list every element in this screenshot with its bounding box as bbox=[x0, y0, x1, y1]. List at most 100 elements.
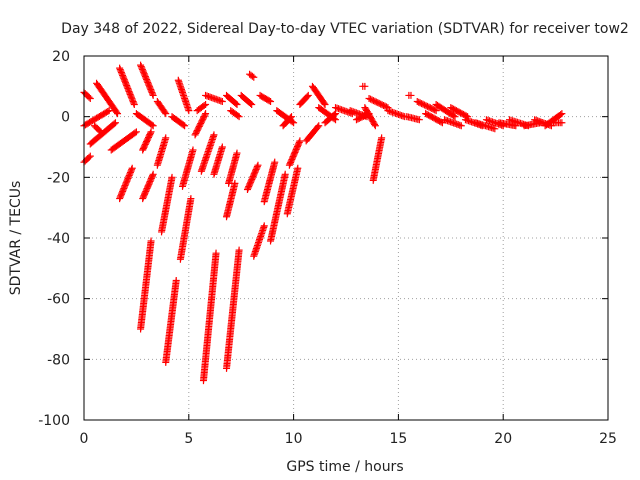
satellite-track bbox=[321, 110, 340, 127]
data-point bbox=[168, 173, 176, 181]
data-point bbox=[149, 172, 157, 180]
data-point bbox=[231, 179, 239, 187]
data-point bbox=[218, 98, 226, 105]
data-point bbox=[290, 119, 298, 127]
data-point bbox=[295, 138, 303, 146]
data-point bbox=[247, 100, 255, 108]
data-points bbox=[80, 61, 566, 385]
data-point bbox=[265, 97, 273, 105]
data-point bbox=[202, 101, 210, 109]
satellite-track bbox=[285, 137, 304, 169]
y-tick-label: 0 bbox=[61, 110, 70, 126]
data-point bbox=[149, 91, 157, 99]
satellite-track bbox=[107, 128, 140, 154]
data-point bbox=[147, 128, 155, 136]
data-point bbox=[558, 110, 566, 118]
data-point bbox=[450, 112, 458, 120]
data-point bbox=[114, 110, 122, 118]
data-point bbox=[451, 113, 459, 121]
satellite-track bbox=[279, 113, 296, 130]
data-point bbox=[146, 129, 154, 137]
y-tick-label: -80 bbox=[47, 352, 70, 368]
satellite-track bbox=[80, 107, 113, 130]
data-point bbox=[97, 128, 105, 136]
data-point bbox=[315, 122, 323, 130]
data-point bbox=[432, 107, 440, 115]
x-tick-label: 5 bbox=[184, 431, 193, 447]
satellite-track bbox=[308, 82, 329, 109]
data-point bbox=[189, 146, 197, 154]
data-point bbox=[321, 101, 329, 109]
data-point bbox=[320, 99, 328, 107]
data-point bbox=[172, 276, 180, 284]
y-tick-label: -20 bbox=[47, 170, 70, 186]
satellite-track bbox=[210, 143, 226, 178]
data-point bbox=[179, 121, 187, 129]
data-point bbox=[260, 222, 268, 230]
data-point bbox=[332, 116, 340, 124]
data-point bbox=[235, 113, 243, 121]
satellite-track bbox=[93, 79, 122, 118]
y-tick-label: 20 bbox=[52, 49, 70, 65]
satellite-track bbox=[441, 116, 465, 130]
satellite-track bbox=[137, 61, 157, 99]
data-point bbox=[330, 111, 338, 119]
satellite-track bbox=[223, 179, 239, 221]
satellite-track bbox=[359, 82, 369, 90]
satellite-track bbox=[384, 107, 409, 121]
satellite-track bbox=[223, 91, 241, 109]
data-point bbox=[131, 129, 139, 137]
data-point bbox=[218, 143, 226, 151]
data-point bbox=[288, 113, 296, 121]
satellite-track bbox=[369, 134, 386, 184]
data-point bbox=[254, 161, 262, 169]
data-point bbox=[148, 121, 156, 129]
data-point bbox=[415, 116, 423, 124]
x-tick-label: 25 bbox=[599, 431, 617, 447]
satellite-track bbox=[162, 276, 180, 366]
satellite-track bbox=[176, 195, 195, 263]
chart-title: Day 348 of 2022, Sidereal Day-to-day VTE… bbox=[61, 21, 629, 37]
data-point bbox=[85, 153, 93, 161]
satellite-track bbox=[132, 110, 157, 130]
data-point bbox=[149, 170, 157, 178]
data-point bbox=[233, 149, 241, 157]
data-point bbox=[271, 158, 279, 166]
data-point bbox=[187, 195, 195, 203]
satellite-track bbox=[250, 222, 268, 260]
data-point bbox=[210, 131, 218, 139]
satellite-track bbox=[168, 113, 189, 130]
data-point bbox=[86, 152, 94, 160]
satellite-track bbox=[246, 70, 258, 81]
data-point bbox=[185, 107, 193, 115]
data-point bbox=[110, 120, 118, 128]
satellite-track bbox=[139, 128, 155, 154]
x-tick-label: 15 bbox=[389, 431, 407, 447]
data-point bbox=[361, 82, 369, 90]
data-point bbox=[200, 102, 208, 110]
satellite-track bbox=[405, 91, 415, 99]
satellite-track bbox=[137, 237, 155, 333]
data-point bbox=[248, 101, 256, 109]
satellite-track bbox=[495, 119, 520, 130]
data-point bbox=[162, 134, 170, 142]
satellite-track bbox=[202, 91, 226, 105]
satellite-track bbox=[267, 170, 289, 245]
data-point bbox=[130, 101, 138, 109]
satellite-track bbox=[260, 158, 279, 206]
data-point bbox=[267, 98, 275, 105]
satellite-track bbox=[153, 134, 170, 169]
satellite-track bbox=[174, 76, 193, 115]
data-point bbox=[162, 110, 170, 118]
data-point bbox=[371, 120, 379, 128]
satellite-track bbox=[237, 91, 256, 109]
data-point bbox=[132, 128, 140, 136]
data-point bbox=[232, 100, 240, 108]
satellite-track bbox=[283, 164, 302, 218]
data-point bbox=[314, 123, 322, 131]
data-point bbox=[113, 108, 121, 116]
satellite-track bbox=[223, 246, 243, 372]
data-point bbox=[161, 108, 169, 116]
data-point bbox=[557, 111, 565, 119]
